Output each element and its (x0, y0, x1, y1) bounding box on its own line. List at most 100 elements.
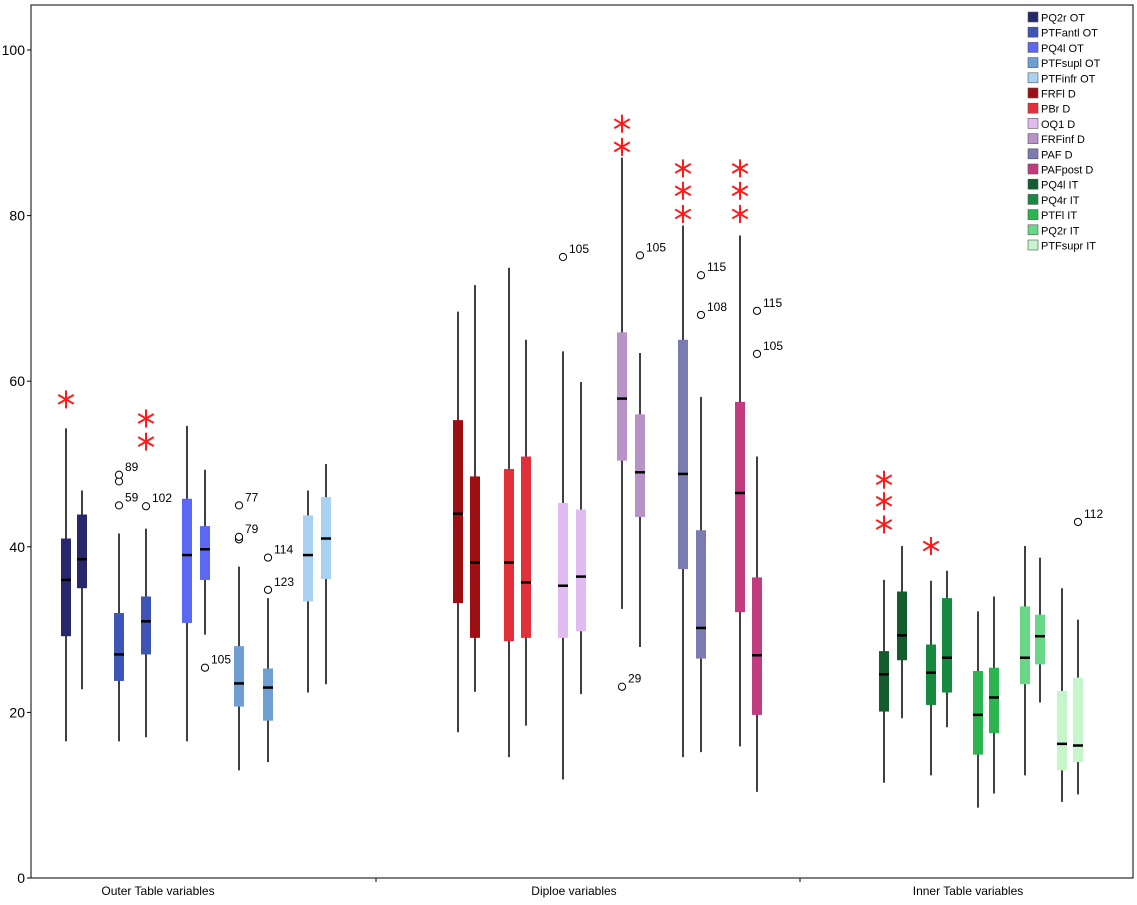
box (234, 646, 244, 707)
box (182, 498, 192, 623)
outlier-label: 105 (211, 653, 231, 667)
legend-label: PQ4r IT (1041, 195, 1080, 207)
outlier-label: 105 (763, 339, 783, 353)
box (114, 613, 124, 681)
extreme-marker (875, 515, 893, 534)
extreme-marker-stroke (57, 394, 75, 405)
box (200, 526, 210, 580)
outlier-label: 115 (707, 260, 726, 274)
legend-swatch (1027, 57, 1039, 68)
legend-label: PTFantl OT (1041, 28, 1098, 40)
extreme-marker-stroke (875, 519, 893, 530)
legend-swatch (1027, 118, 1039, 129)
legend-swatch (1027, 239, 1039, 251)
box (617, 332, 627, 461)
outlier-point (114, 501, 124, 510)
extreme-marker (674, 204, 692, 223)
extreme-marker-stroke (922, 540, 940, 552)
legend-label: PTFsupl OT (1041, 58, 1101, 70)
outlier-point (617, 682, 627, 691)
y-tick-label: 100 (2, 42, 26, 58)
outlier-point (696, 271, 706, 280)
box (558, 502, 568, 638)
extreme-marker (613, 114, 631, 133)
legend-label: PTFsupr IT (1041, 241, 1096, 253)
box (752, 577, 762, 715)
outlier-point (263, 553, 273, 562)
outlier-label: 112 (1084, 507, 1103, 521)
legend-swatch (1027, 11, 1039, 23)
x-category-label: Diploe variables (531, 884, 616, 898)
outlier-label: 102 (152, 491, 172, 505)
outlier-label: 108 (707, 300, 727, 314)
legend-swatch (1027, 148, 1039, 160)
extreme-marker-stroke (875, 495, 893, 507)
outlier-label: 79 (245, 522, 259, 536)
outlier-point (752, 306, 762, 315)
outlier-point (114, 470, 124, 479)
extreme-marker (613, 137, 631, 156)
outlier-label: 89 (125, 460, 139, 474)
box (942, 598, 952, 693)
extreme-marker-stroke (613, 141, 631, 153)
outlier-label: 123 (274, 575, 294, 589)
box (77, 514, 87, 589)
extreme-marker-stroke (875, 474, 893, 486)
extreme-marker-stroke (613, 118, 631, 130)
legend-label: PTFinfr OT (1041, 73, 1096, 85)
extreme-marker-stroke (137, 436, 155, 448)
box (926, 644, 936, 705)
legend-label: FRFinf D (1041, 134, 1085, 146)
extreme-marker-stroke (731, 185, 749, 197)
box (141, 596, 151, 655)
extreme-marker-stroke (674, 185, 692, 197)
outlier-label: 77 (245, 490, 259, 504)
x-category-label: Outer Table variables (101, 884, 214, 898)
legend-swatch (1027, 72, 1039, 84)
plot-frame (30, 4, 1134, 879)
box (735, 401, 745, 613)
extreme-marker (922, 536, 940, 555)
legend-label: FRFl D (1041, 89, 1076, 101)
legend-swatch (1027, 209, 1039, 220)
outlier-point (1073, 517, 1083, 527)
box (521, 456, 531, 638)
box (263, 668, 273, 721)
extreme-marker (57, 390, 75, 409)
box (1035, 614, 1045, 665)
outlier-point (752, 349, 762, 358)
legend-swatch (1027, 26, 1039, 38)
legend-label: PBr D (1041, 104, 1070, 116)
extreme-marker (731, 204, 749, 223)
legend-swatch (1027, 224, 1039, 236)
outlier-point (696, 310, 706, 320)
y-tick-label: 80 (9, 208, 25, 224)
x-category-label: Inner Table variables (913, 884, 1024, 898)
box (504, 468, 514, 642)
legend-label: PQ4l IT (1041, 180, 1079, 192)
extreme-marker (137, 409, 155, 428)
box (973, 671, 983, 755)
box (897, 591, 907, 661)
outlier-point (635, 251, 645, 260)
outlier-label: 59 (125, 490, 139, 504)
outlier-label: 105 (569, 242, 589, 256)
extreme-marker (674, 181, 692, 200)
outlier-point (558, 252, 568, 262)
legend-label: PAF D (1041, 149, 1073, 161)
box (879, 651, 889, 712)
box (696, 530, 706, 659)
extreme-marker-stroke (731, 163, 749, 174)
outlier-point (200, 663, 210, 672)
outlier-point (234, 501, 244, 510)
outlier-label: 114 (274, 543, 293, 557)
box (1057, 690, 1067, 771)
extreme-marker (674, 159, 692, 178)
box (470, 476, 480, 638)
box (453, 420, 463, 604)
outlier-point (141, 502, 151, 511)
box (635, 414, 645, 517)
legend-swatch (1027, 87, 1039, 99)
legend-label: PAFpost D (1041, 165, 1093, 177)
